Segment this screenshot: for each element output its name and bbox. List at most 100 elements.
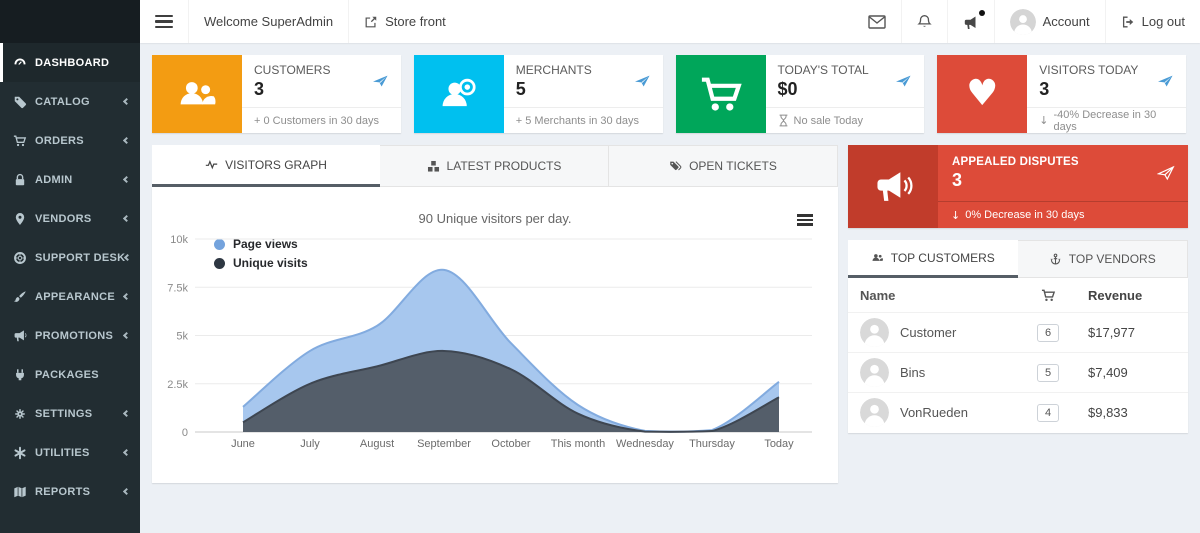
sidebar-item-vendors[interactable]: VENDORS (0, 199, 140, 238)
bullhorn-icon (11, 329, 28, 343)
name-header: Name (860, 287, 896, 303)
stat-card-icon-box (675, 55, 766, 133)
customer-name: VonRueden (900, 405, 968, 420)
customer-revenue: $17,977 (1088, 325, 1135, 340)
svg-text:Wednesday: Wednesday (616, 438, 674, 450)
store-front-link[interactable]: Store front (348, 0, 461, 43)
appealed-disputes-card: APPEALED DISPUTES 3 ↓ 0% Decrease in 30 … (848, 145, 1188, 228)
tab-latest-products[interactable]: LATEST PRODUCTS (380, 145, 609, 187)
sidebar-item-reports[interactable]: REPORTS (0, 472, 140, 511)
life-ring-icon (11, 251, 28, 265)
sidebar-item-support-desk[interactable]: SUPPORT DESK (0, 238, 140, 277)
stat-card-label: VISITORS TODAY (1039, 62, 1139, 77)
stat-card-value: 3 (1039, 78, 1050, 99)
legend-item: Page views (214, 237, 308, 251)
menu-icon (155, 12, 173, 32)
sidebar-toggle-button[interactable] (140, 0, 188, 43)
shopping-cart-icon (698, 73, 744, 115)
stat-card-visitors-today: ♥ VISITORS TODAY 3 ↓ -40% Decrease in 30… (937, 55, 1186, 133)
avatar (860, 358, 889, 387)
stat-card-icon-box (413, 55, 504, 133)
logout-button[interactable]: Log out (1104, 0, 1200, 43)
stat-card-footer: + 0 Customers in 30 days (242, 107, 401, 133)
notifications-button[interactable] (900, 0, 947, 43)
svg-text:5k: 5k (176, 331, 188, 343)
plug-icon (11, 368, 28, 382)
visitors-graph-panel: 90 Unique visitors per day. Page views U… (152, 187, 838, 483)
tab-top-customers[interactable]: TOP CUSTOMERS (848, 240, 1018, 278)
sidebar-item-label: UTILITIES (35, 446, 90, 459)
orders-badge: 5 (1036, 363, 1060, 382)
hourglass-icon (778, 114, 789, 127)
legend-dot-unique-visits (214, 257, 225, 269)
sidebar-item-label: ADMIN (35, 173, 73, 186)
store-front-label: Store front (385, 14, 446, 29)
sidebar-item-label: PACKAGES (35, 368, 99, 381)
sidebar-item-orders[interactable]: ORDERS (0, 121, 140, 160)
paintbrush-icon (11, 290, 28, 304)
announcements-button[interactable] (946, 0, 994, 43)
orders-badge: 4 (1036, 403, 1060, 422)
stat-card-value: 5 (515, 78, 526, 99)
right-tabs: TOP CUSTOMERS TOP VENDORS (848, 240, 1188, 278)
send-arrow-icon[interactable] (1157, 74, 1174, 89)
customer-revenue: $9,833 (1088, 405, 1128, 420)
sidebar-item-admin[interactable]: ADMIN (0, 160, 140, 199)
sidebar-item-label: SUPPORT DESK (35, 251, 126, 264)
table-row[interactable]: Customer 6 $17,977 (848, 312, 1188, 352)
sidebar-item-packages[interactable]: PACKAGES (0, 355, 140, 394)
messages-button[interactable] (853, 0, 901, 43)
customer-name: Customer (900, 325, 957, 340)
svg-text:August: August (360, 438, 394, 450)
tab-visitors-graph[interactable]: VISITORS GRAPH (152, 145, 380, 187)
avatar (860, 318, 889, 347)
down-arrow-icon: ↓ (951, 208, 961, 222)
tab-open-tickets[interactable]: OPEN TICKETS (609, 145, 838, 187)
sidebar-item-utilities[interactable]: UTILITIES (0, 433, 140, 472)
sidebar-item-settings[interactable]: SETTINGS (0, 394, 140, 433)
welcome-label: Welcome SuperAdmin (204, 14, 334, 29)
table-row[interactable]: VonRueden 4 $9,833 (848, 392, 1188, 432)
disputes-value: 3 (952, 170, 963, 190)
chart-menu-icon[interactable] (797, 212, 813, 228)
legend-label: Page views (233, 237, 298, 251)
sidebar-item-catalog[interactable]: CATALOG (0, 82, 140, 121)
send-arrow-icon[interactable] (634, 74, 651, 89)
tab-label: TOP VENDORS (1068, 252, 1156, 266)
tab-top-vendors[interactable]: TOP VENDORS (1017, 240, 1188, 278)
svg-text:10k: 10k (170, 234, 188, 246)
send-arrow-icon[interactable] (895, 74, 912, 89)
sidebar-item-dashboard[interactable]: DASHBOARD (0, 43, 140, 82)
welcome-text: Welcome SuperAdmin (188, 0, 348, 43)
svg-text:0: 0 (182, 427, 188, 439)
chevron-left-icon (122, 409, 131, 418)
anchor-icon (1049, 253, 1062, 266)
notification-dot (978, 10, 985, 16)
paper-plane-icon[interactable] (1157, 165, 1175, 181)
cart-icon (11, 134, 28, 148)
sidebar-item-promotions[interactable]: PROMOTIONS (0, 316, 140, 355)
main-tabs: VISITORS GRAPH LATEST PRODUCTS OPEN TICK… (152, 145, 838, 187)
stat-card-label: TODAY'S TOTAL (777, 62, 869, 77)
table-row[interactable]: Bins 5 $7,409 (848, 352, 1188, 392)
orders-badge: 6 (1036, 323, 1060, 342)
map-icon (11, 485, 28, 499)
send-arrow-icon[interactable] (372, 74, 389, 89)
external-link-icon (364, 15, 378, 29)
users-icon (175, 75, 219, 113)
legend-label: Unique visits (233, 256, 308, 270)
logout-icon (1121, 15, 1135, 29)
stat-card-merchants: MERCHANTS 5 + 5 Merchants in 30 days (413, 55, 663, 133)
stat-card-label: MERCHANTS (515, 62, 592, 77)
svg-text:Thursday: Thursday (689, 438, 735, 450)
sidebar-item-appearance[interactable]: APPEARANCE (0, 277, 140, 316)
pulse-icon (205, 158, 218, 171)
account-menu[interactable]: Account (993, 0, 1105, 43)
stat-card-customers: CUSTOMERS 3 + 0 Customers in 30 days (152, 55, 401, 133)
svg-text:This month: This month (551, 438, 605, 450)
chart-title: 90 Unique visitors per day. (418, 211, 572, 226)
disputes-footer: ↓ 0% Decrease in 30 days (938, 201, 1188, 228)
stat-card-label: CUSTOMERS (254, 62, 331, 77)
chevron-left-icon (122, 448, 131, 457)
bell-icon (916, 14, 932, 29)
